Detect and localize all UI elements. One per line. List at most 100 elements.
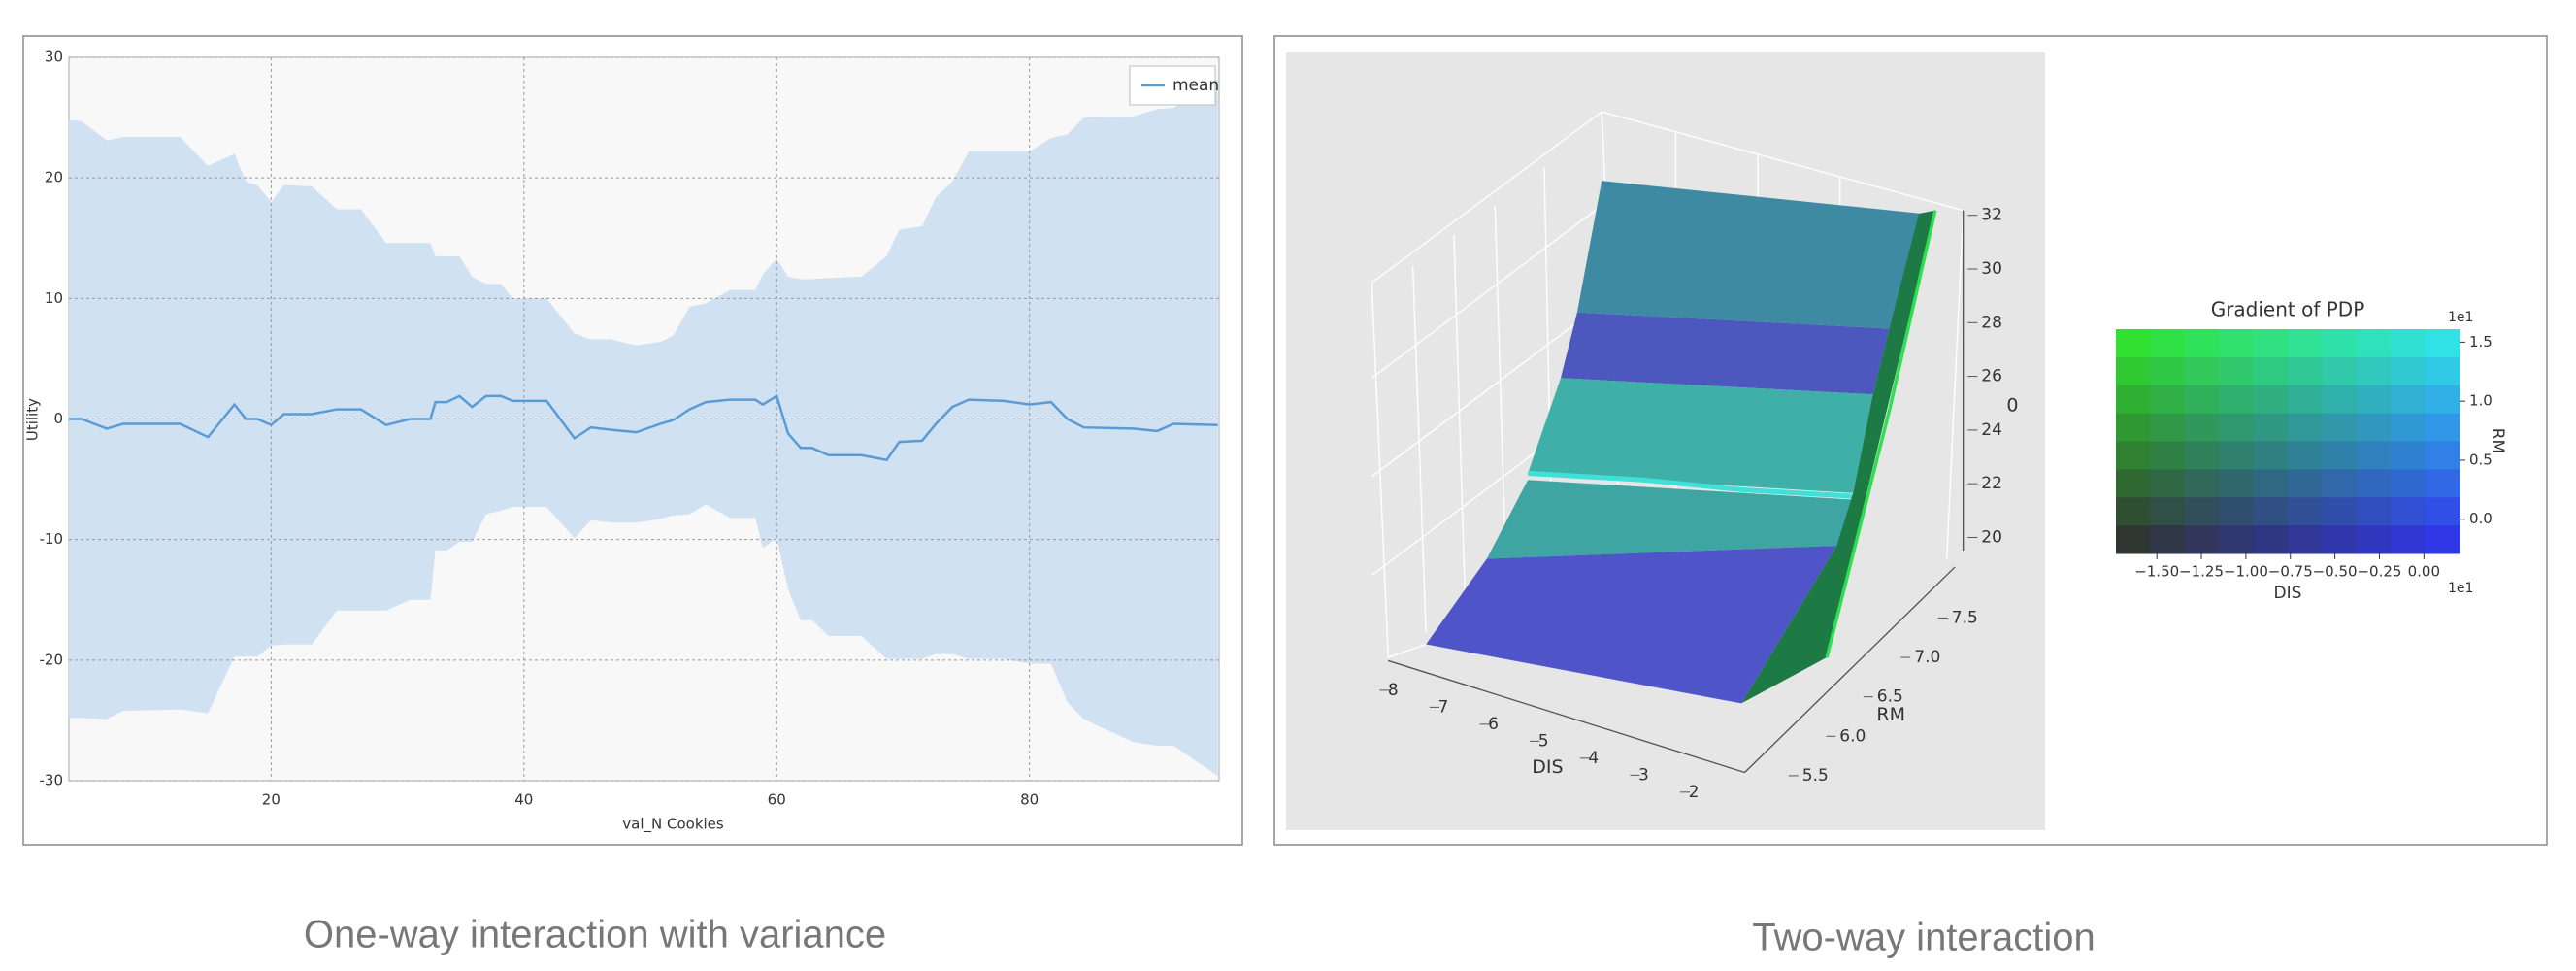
colormap-cell	[2219, 497, 2255, 526]
colormap-cell	[2391, 356, 2427, 386]
dis-tick-label: 8	[1388, 681, 1399, 700]
heatmap-title: Gradient of PDP	[2211, 298, 2365, 321]
z-tick-label: 26	[1981, 367, 2002, 386]
colormap-cell	[2184, 525, 2220, 554]
surface-side	[1741, 210, 1935, 704]
colormap-cell	[2116, 525, 2151, 554]
colormap-cell	[2391, 469, 2427, 498]
surface-edge	[1825, 210, 1937, 658]
colormap-cell	[2425, 441, 2460, 470]
y-tick-label: 0	[53, 410, 63, 427]
colormap-cell	[2150, 413, 2186, 442]
y-tick-label: -20	[40, 651, 64, 668]
colormap-cell	[2184, 385, 2220, 415]
caption: Two-way interaction	[1752, 917, 2095, 959]
x-tick-label: −0.75	[2268, 563, 2313, 581]
y-offset: 1e1	[2448, 310, 2473, 325]
x-tick-label: 60	[768, 791, 786, 809]
colormap-cell	[2116, 329, 2151, 358]
surface-face	[1560, 312, 1890, 395]
colormap-cell	[2253, 413, 2289, 442]
colormap-cell	[2253, 356, 2289, 386]
colormap-cell	[2356, 497, 2392, 526]
surface-ridge	[1527, 470, 1854, 499]
colormap-cell	[2253, 525, 2289, 554]
colormap-cell	[2322, 497, 2358, 526]
rm-tick-label: 6.5	[1877, 687, 1903, 707]
colormap-cell	[2425, 469, 2460, 498]
colormap-cell	[2391, 385, 2427, 415]
surface-drawing	[1371, 111, 1965, 774]
colormap-cell	[2288, 356, 2323, 386]
colormap-cell	[2391, 413, 2427, 442]
colormap-cell	[2219, 329, 2255, 358]
colormap-cell	[2150, 356, 2186, 386]
surface-face	[1426, 545, 1837, 704]
y-tick-label: 20	[45, 169, 63, 186]
colormap-cell	[2356, 441, 2392, 470]
colormap-cell	[2425, 413, 2460, 442]
colormap-cell	[2391, 497, 2427, 526]
colormap-cell	[2253, 469, 2289, 498]
dis-tick-label: 2	[1689, 783, 1700, 802]
colormap-cell	[2219, 441, 2255, 470]
y-tick-label: 10	[45, 289, 63, 307]
y-tick-label: -10	[40, 530, 64, 548]
rm-tick-label: 7.0	[1914, 648, 1940, 667]
colormap-cell	[2219, 525, 2255, 554]
colormap-cell	[2288, 525, 2323, 554]
colormap-cell	[2356, 385, 2392, 415]
y-tick-label: 1.5	[2469, 333, 2493, 351]
y-tick-label: 0.5	[2469, 451, 2493, 468]
colormap-cell	[2322, 441, 2358, 470]
x-axis-label: DIS	[2274, 584, 2302, 603]
colormap-cell	[2116, 441, 2151, 470]
y-tick-label: 0.0	[2469, 510, 2493, 527]
colormap-cell	[2184, 413, 2220, 442]
colormap-cell	[2391, 441, 2427, 470]
colormap-cell	[2184, 356, 2220, 386]
mean-line	[69, 394, 1218, 462]
colormap-cell	[2116, 469, 2151, 498]
z-tick-label: 24	[1981, 420, 2002, 440]
z-tick-label: 20	[1981, 527, 2002, 547]
colormap-cell	[2356, 356, 2392, 386]
rm-tick-label: 7.5	[1952, 608, 1978, 627]
colormap-cell	[2116, 356, 2151, 386]
colormap-cell	[2253, 385, 2289, 415]
y-axis-label: Utility	[24, 398, 42, 441]
dis-tick-label: 3	[1638, 765, 1649, 785]
z-tick-label: 32	[1981, 206, 2002, 225]
y-axis-label: RM	[1876, 704, 1905, 725]
z-axis-label: 0	[2006, 395, 2018, 417]
colormap-cell	[2116, 497, 2151, 526]
colormap-cell	[2356, 329, 2392, 358]
colormap-cell	[2150, 441, 2186, 470]
colormap-cell	[2322, 525, 2358, 554]
colormap-cell	[2356, 525, 2392, 554]
colormap-cell	[2288, 329, 2323, 358]
y-tick-label: -30	[40, 772, 64, 789]
y-tick-label: 1.0	[2469, 392, 2493, 410]
x-tick-label: −1.00	[2224, 563, 2268, 581]
colormap-cell	[2356, 413, 2392, 442]
colormap-cell	[2219, 469, 2255, 498]
x-axis-label: DIS	[1532, 756, 1563, 778]
colormap-cell	[2219, 356, 2255, 386]
colormap-cell	[2150, 385, 2186, 415]
colormap-cell	[2253, 441, 2289, 470]
colormap-cell	[2288, 385, 2323, 415]
colormap-cell	[2150, 329, 2186, 358]
x-tick-label: −0.25	[2357, 563, 2401, 581]
colormap-cell	[2356, 469, 2392, 498]
colormap-cell	[2253, 329, 2289, 358]
colormap-cell	[2288, 469, 2323, 498]
colormap-cell	[2219, 385, 2255, 415]
colormap-cell	[2391, 329, 2427, 358]
colormap-cell	[2322, 356, 2358, 386]
z-tick-label: 22	[1981, 474, 2002, 493]
x-offset: 1e1	[2448, 581, 2473, 596]
colormap-cell	[2322, 469, 2358, 498]
